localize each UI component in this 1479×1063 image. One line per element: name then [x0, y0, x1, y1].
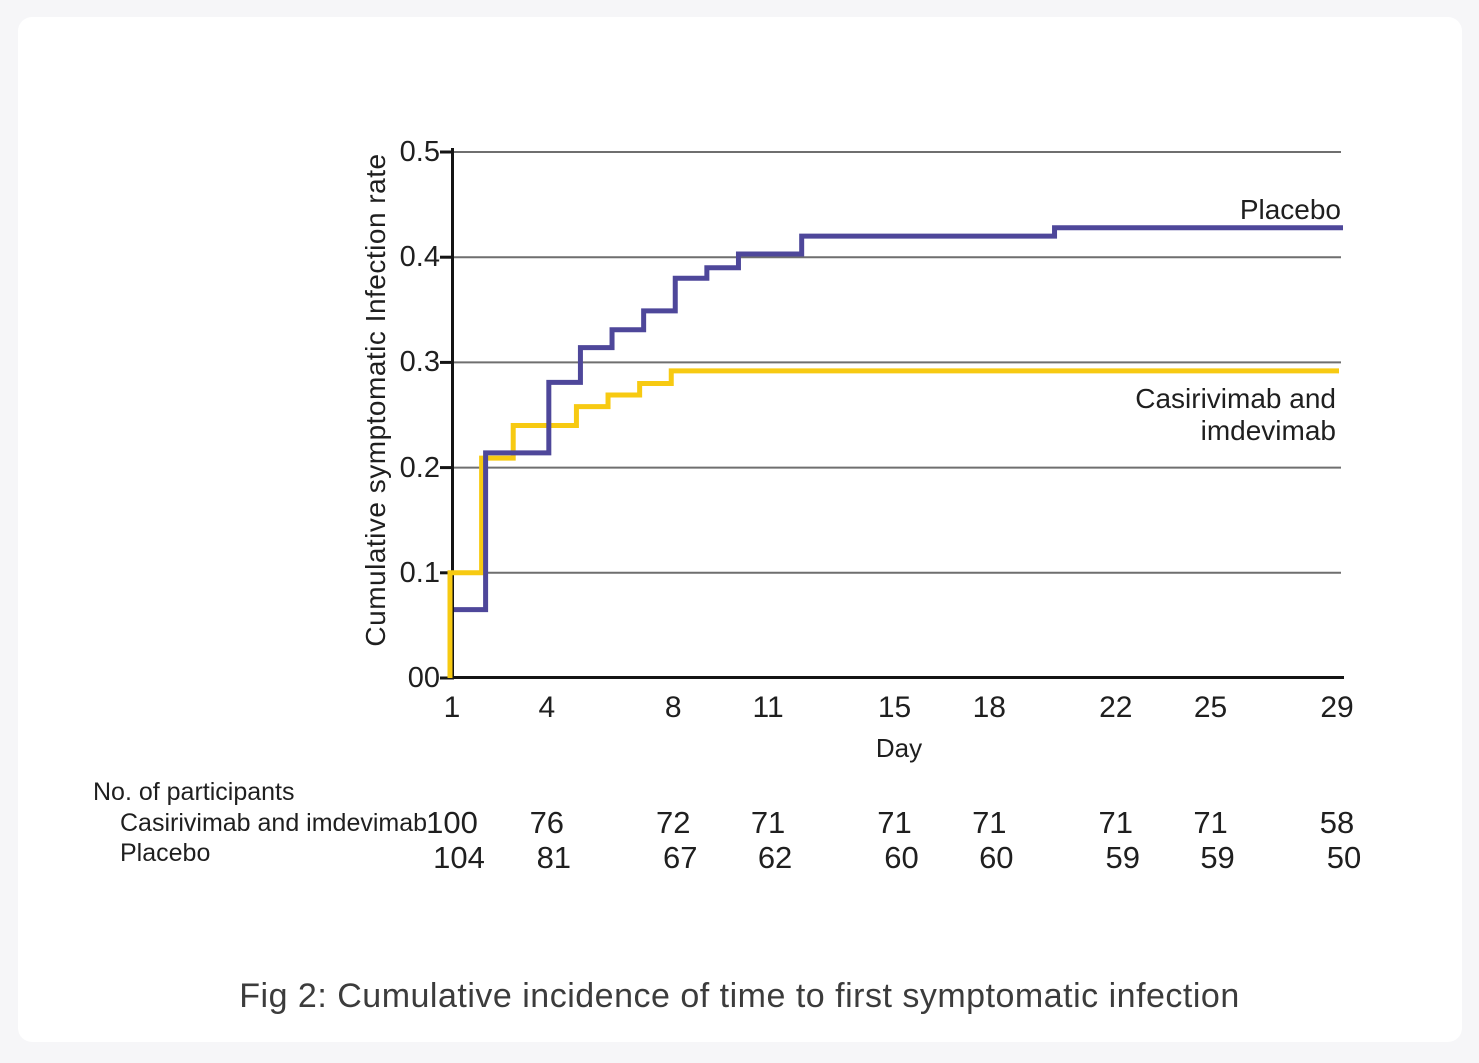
risk-table-header: No. of participants: [93, 778, 295, 806]
risk-count-placebo: 60: [979, 840, 1014, 875]
curve-placebo: [454, 225, 1343, 613]
risk-count-placebo: 60: [884, 840, 919, 875]
y-tick-label: 0.3: [399, 346, 440, 379]
x-tick-label: 1: [443, 691, 461, 724]
x-axis-title: Day: [875, 733, 923, 763]
risk-count-placebo: 59: [1200, 840, 1235, 875]
risk-count-placebo: 59: [1105, 840, 1140, 875]
risk-count-casirivimab-and-imdevimab: 100: [426, 805, 478, 840]
risk-count-placebo: 104: [433, 840, 485, 875]
x-tick-label: 15: [877, 691, 912, 724]
y-tick-label: 0.2: [399, 451, 440, 484]
y-axis-title: Cumulative symptomatic Infection rate: [360, 153, 391, 647]
series-label-placebo: Placebo: [1239, 194, 1341, 225]
risk-count-casirivimab-and-imdevimab: 58: [1319, 805, 1355, 840]
risk-count-casirivimab-and-imdevimab: 71: [1193, 805, 1228, 840]
risk-count-placebo: 50: [1326, 840, 1362, 875]
x-tick-label: 11: [752, 691, 784, 724]
risk-count-casirivimab-and-imdevimab: 72: [656, 805, 691, 840]
y-tick-label: 0.1: [399, 556, 440, 589]
risk-table-row-label-casirivimab-and-imdevimab: Casirivimab and imdevimab: [120, 809, 428, 837]
risk-count-placebo: 81: [536, 840, 572, 875]
risk-count-placebo: 67: [663, 840, 698, 875]
risk-count-placebo: 62: [757, 840, 793, 875]
risk-count-casirivimab-and-imdevimab: 71: [750, 805, 786, 840]
risk-count-casirivimab-and-imdevimab: 76: [529, 805, 565, 840]
series-label-casirivimab-and-imdevimab: Casirivimab and imdevimab: [1135, 383, 1336, 446]
risk-count-casirivimab-and-imdevimab: 71: [877, 805, 912, 840]
figure-card: [18, 17, 1462, 1042]
x-tick-label: 25: [1193, 691, 1228, 724]
x-tick-label: 4: [538, 691, 556, 724]
y-tick-label: 0.5: [399, 136, 440, 168]
y-tick-label: 00: [407, 662, 440, 694]
curve-casirivimab-and-imdevimab: [447, 368, 1339, 678]
x-tick-label: 18: [972, 691, 1006, 724]
x-tick-label: 8: [664, 691, 682, 724]
y-tick-label: 0.4: [399, 241, 440, 274]
figure-caption: Fig 2: Cumulative incidence of time to f…: [239, 977, 1240, 1015]
risk-count-casirivimab-and-imdevimab: 71: [1098, 805, 1133, 840]
risk-count-casirivimab-and-imdevimab: 71: [972, 805, 1007, 840]
x-tick-label: 22: [1099, 691, 1133, 724]
x-tick-label: 29: [1320, 691, 1354, 724]
risk-table-row-label-placebo: Placebo: [120, 839, 211, 867]
